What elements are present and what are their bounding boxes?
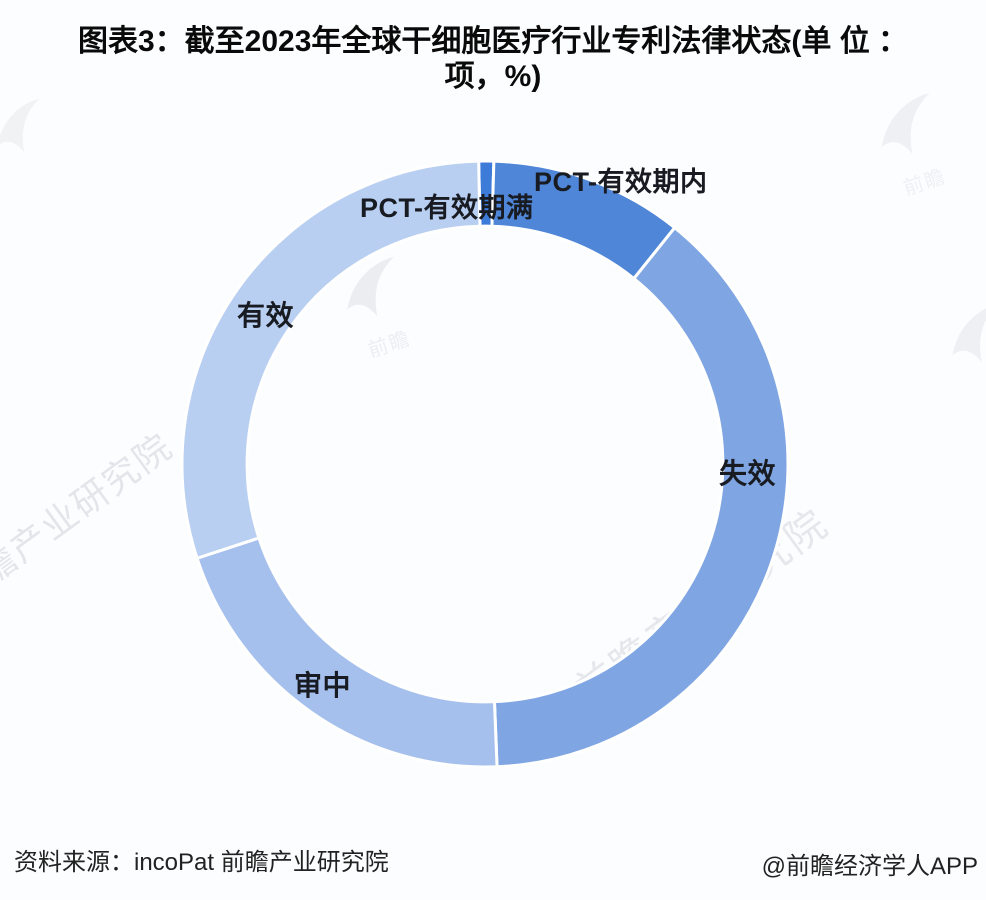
donut-segment-4 [180,159,482,561]
segment-label-pending: 审中 [294,670,352,701]
segment-label-invalid: 失效 [719,458,777,489]
segment-label-valid: 有效 [237,300,295,331]
donut-segment-3 [195,536,499,769]
segment-label-pct-in-force: PCT-有效期内 [534,167,708,197]
data-source-note: 资料来源：incoPat 前瞻产业研究院 [14,849,389,876]
page-title-line1: 图表3：截至2023年全球干细胞医疗行业专利法律状态(单 位 ： [77,25,909,58]
page-title-line2: 项，%) [444,60,542,93]
app-credit-note: @前瞻经济学人APP [761,853,978,880]
page-title: 图表3：截至2023年全球干细胞医疗行业专利法律状态(单 位 ： 项，%) [0,24,986,94]
donut-segment-2 [492,225,790,769]
segment-label-pct-expired: PCT-有效期满 [360,193,534,223]
